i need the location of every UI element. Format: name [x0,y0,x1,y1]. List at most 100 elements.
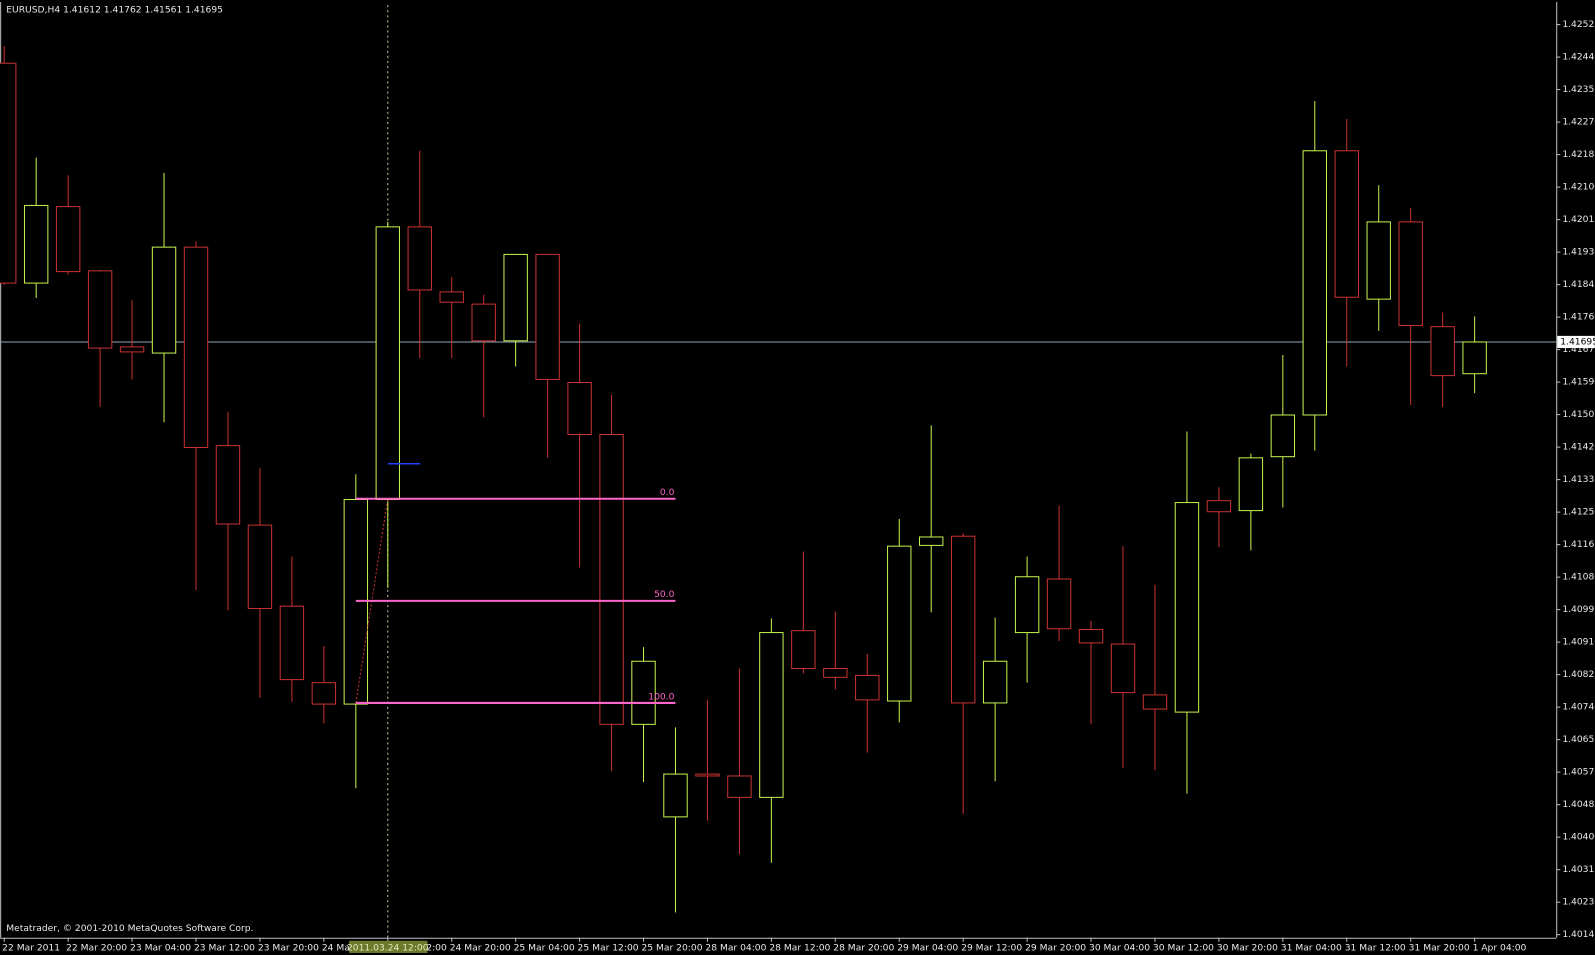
y-tick-label: 1.41930 [1562,248,1595,258]
x-tick-label: 29 Mar 20:00 [1025,943,1086,953]
x-tick-label: 23 Mar 20:00 [258,943,319,953]
candle-body [1142,694,1168,710]
y-tick-label: 1.40910 [1562,638,1595,648]
candle-body [1174,502,1200,713]
candle-body [599,433,624,725]
candle-body [982,660,1008,704]
candle-body [439,291,464,303]
candle-body [119,346,145,353]
candle-body [1110,643,1136,694]
candle-body [663,773,688,818]
candle-body [759,632,784,798]
x-tick-label: 25 Mar 20:00 [641,943,702,953]
x-tick-label: 25 Mar 04:00 [514,943,575,953]
candle-body [919,536,944,546]
x-tick-label: 31 Mar 04:00 [1281,943,1342,953]
candle-body [279,605,305,681]
y-tick-label: 1.41590 [1562,378,1595,388]
x-tick-label: 31 Mar 12:00 [1345,943,1406,953]
y-tick-label: 1.40230 [1562,898,1595,908]
y-tick-label: 1.41675 [1562,345,1595,355]
x-tick-label: 24 Mar 20:00 [450,943,511,953]
candle-body [247,524,273,609]
y-tick-label: 1.41845 [1562,280,1595,290]
candle-body [151,246,177,354]
y-tick-label: 1.40740 [1562,703,1595,713]
candle-body [727,775,752,798]
candle-body [375,226,401,501]
current-price-box [1557,335,1595,349]
candle-body [1014,576,1040,634]
y-tick-label: 1.40655 [1562,735,1595,745]
candle-body [695,773,720,777]
candle-body [55,206,81,273]
candle-body [1302,150,1328,416]
y-tick-label: 1.40400 [1562,833,1595,843]
y-tick-label: 1.42270 [1562,118,1595,128]
x-tick-label: 25 Mar 12:00 [578,943,639,953]
candle-body [855,674,880,701]
candle-body [1398,221,1423,327]
y-tick-label: 1.42355 [1562,85,1595,95]
x-tick-label: 22 Mar 20:00 [66,943,127,953]
candle-body [407,226,432,291]
candle-body [1462,341,1487,375]
x-tick-label: 30 Mar 12:00 [1153,943,1214,953]
y-tick-label: 1.41080 [1562,573,1595,583]
x-tick-label: 28 Mar 12:00 [769,943,830,953]
candle-body [950,535,976,704]
y-tick-label: 1.40995 [1562,605,1595,615]
y-tick-label: 1.42015 [1562,215,1595,225]
candle-body [1046,578,1072,630]
candle-body [1334,150,1359,298]
y-tick-label: 1.40485 [1562,800,1595,810]
x-tick-label: 29 Mar 04:00 [897,943,958,953]
candle-body [1078,629,1104,644]
y-tick-label: 1.42525 [1562,20,1595,30]
y-tick-label: 1.41335 [1562,475,1595,485]
candle-body [791,630,816,670]
y-tick-label: 1.40145 [1562,930,1595,940]
candle-body [1238,457,1264,512]
candle-body [535,253,560,380]
candle-body [1366,221,1391,300]
candle-body [503,253,528,342]
y-tick-label: 1.40315 [1562,865,1595,875]
y-tick-label: 1.41760 [1562,313,1595,323]
fib-label: 100.0 [648,692,674,702]
y-tick-label: 1.41420 [1562,443,1595,453]
candle-body [23,204,49,284]
candle-body [471,303,496,342]
current-price-label: 1.41695 [1560,337,1595,347]
fib-label: 50.0 [654,590,675,600]
candle-body [567,381,592,436]
y-tick-label: 1.41250 [1562,508,1595,518]
x-tick-label: 22 Mar 2011 [2,943,60,953]
x-tick-label: 23 Mar 12:00 [194,943,255,953]
fib-label: 0.0 [660,488,675,498]
x-tick-label: 29 Mar 12:00 [961,943,1022,953]
candle-body [1270,414,1296,458]
candle-body [183,246,209,449]
x-tick-label: 23 Mar 04:00 [130,943,191,953]
y-tick-label: 1.41165 [1562,540,1595,550]
x-tick-label: 1 Apr 04:00 [1473,943,1527,953]
y-tick-label: 1.41505 [1562,410,1595,420]
candle-body [87,270,113,349]
y-tick-label: 1.42100 [1562,183,1595,193]
candle-body [1430,326,1455,377]
candle-body [631,660,656,725]
crosshair-time-label: 2011.03.24 12:00 [347,943,429,953]
y-tick-label: 1.42185 [1562,150,1595,160]
chart-title: EURUSD,H4 1.41612 1.41762 1.41561 1.4169… [6,6,223,16]
candle-body [823,668,848,678]
x-tick-label: 30 Mar 04:00 [1089,943,1150,953]
x-tick-label: 30 Mar 20:00 [1217,943,1278,953]
y-tick-label: 1.42440 [1562,53,1595,63]
y-tick-label: 1.40825 [1562,670,1595,680]
x-tick-label: 28 Mar 04:00 [705,943,766,953]
candle-body [215,445,241,525]
x-tick-label: 28 Mar 20:00 [833,943,894,953]
